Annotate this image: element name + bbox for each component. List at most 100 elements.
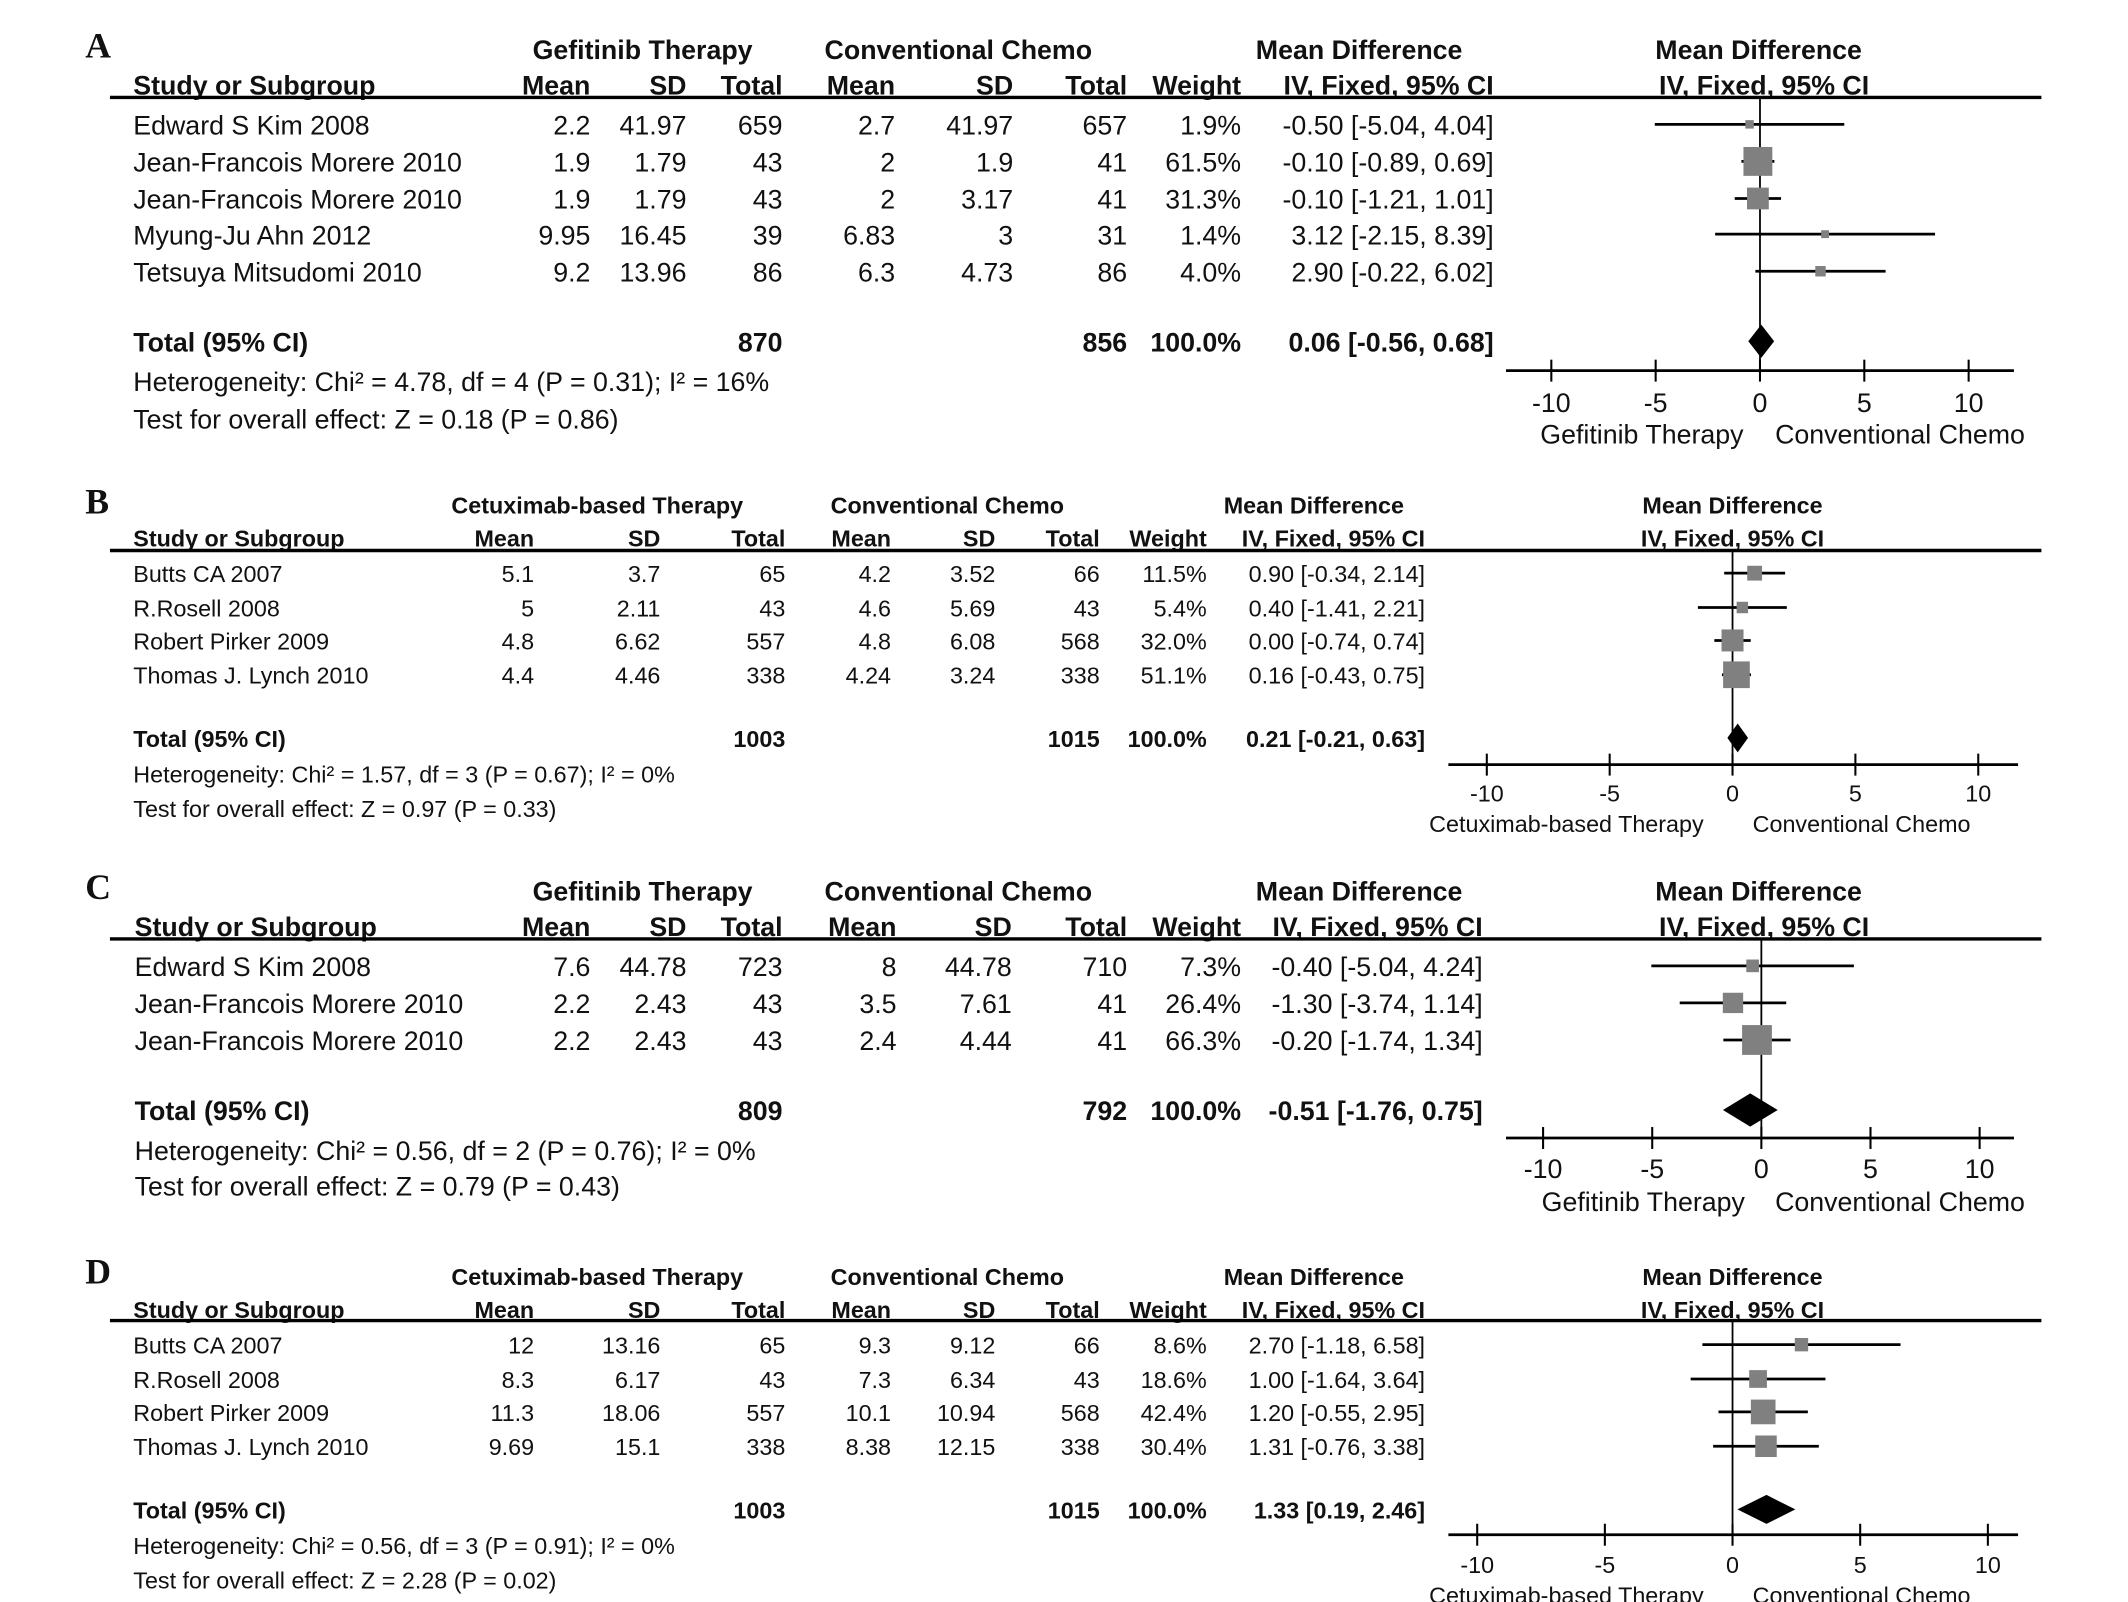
cell-weight: 26.4%: [1165, 989, 1241, 1019]
column-header: IV, Fixed, 95% CI: [1641, 1297, 1824, 1323]
column-header: Weight: [1152, 912, 1241, 942]
total-weight: 100.0%: [1128, 1497, 1207, 1523]
plot-mean-difference-header: Mean Difference: [1642, 492, 1822, 518]
cell-sd2: 3.24: [950, 663, 995, 689]
cell-n2: 657: [1083, 111, 1128, 141]
x-tick-label: -10: [1470, 781, 1504, 807]
total-n2: 1015: [1048, 726, 1100, 752]
x-tick-label: -5: [1594, 1552, 1615, 1578]
study-marker: [1794, 1337, 1809, 1352]
study-marker: [1747, 565, 1763, 581]
study-name: Tetsuya Mitsudomi 2010: [133, 257, 421, 287]
cell-m2: 4.24: [846, 663, 891, 689]
group2-header: Conventional Chemo: [825, 877, 1093, 907]
column-header: Weight: [1152, 71, 1241, 101]
column-header: IV, Fixed, 95% CI: [1659, 912, 1869, 942]
cell-n2: 41: [1097, 148, 1127, 178]
cell-m1: 2.2: [553, 1026, 590, 1056]
cell-n2: 41: [1097, 1026, 1127, 1056]
study-name: Jean-Francois Morere 2010: [133, 185, 462, 215]
cell-n2: 43: [1074, 1367, 1100, 1393]
x-tick-label: 0: [1726, 781, 1739, 807]
study-name: Edward S Kim 2008: [135, 952, 371, 982]
column-header: IV, Fixed, 95% CI: [1659, 71, 1869, 101]
column-header: Study or Subgroup: [133, 525, 344, 551]
cell-sd2: 44.78: [945, 952, 1012, 982]
total-ci: 0.21 [-0.21, 0.63]: [1246, 726, 1425, 752]
total-label: Total (95% CI): [135, 1096, 310, 1126]
group1-header: Gefitinib Therapy: [533, 877, 753, 907]
cell-n2: 43: [1074, 595, 1100, 621]
cell-ci: -0.10 [-0.89, 0.69]: [1282, 148, 1493, 178]
study-marker: [1750, 1399, 1776, 1425]
overall-effect-text: Test for overall effect: Z = 0.97 (P = 0…: [133, 796, 556, 822]
cell-n1: 43: [753, 185, 783, 215]
favours-right-label: Conventional Chemo: [1753, 811, 1971, 837]
study-marker: [1747, 187, 1769, 210]
cell-sd2: 10.94: [937, 1400, 995, 1426]
cell-sd2: 1.9: [976, 148, 1013, 178]
cell-sd2: 3: [998, 220, 1013, 250]
study-name: Robert Pirker 2009: [133, 1400, 329, 1426]
column-header: SD: [975, 912, 1012, 942]
cell-weight: 42.4%: [1141, 1400, 1207, 1426]
x-tick-label: 0: [1726, 1552, 1739, 1578]
cell-weight: 61.5%: [1165, 148, 1241, 178]
cell-sd2: 9.12: [950, 1333, 995, 1359]
cell-ci: 0.90 [-0.34, 2.14]: [1249, 561, 1425, 587]
total-ci: -0.51 [-1.76, 0.75]: [1269, 1096, 1483, 1126]
x-tick-label: -10: [1524, 1154, 1563, 1184]
column-header: Mean: [828, 912, 896, 942]
overall-effect-text: Test for overall effect: Z = 2.28 (P = 0…: [133, 1567, 556, 1593]
study-marker: [1743, 146, 1773, 176]
study-name: Thomas J. Lynch 2010: [133, 663, 368, 689]
cell-weight: 1.9%: [1180, 111, 1241, 141]
column-header: Mean: [831, 1297, 891, 1323]
cell-n1: 65: [759, 1333, 785, 1359]
x-tick-label: 10: [1965, 1154, 1995, 1184]
column-header: IV, Fixed, 95% CI: [1273, 912, 1483, 942]
column-header: SD: [976, 71, 1013, 101]
overall-effect-text: Test for overall effect: Z = 0.79 (P = 0…: [135, 1172, 620, 1202]
column-header: SD: [628, 1297, 660, 1323]
mean-difference-header: Mean Difference: [1256, 877, 1463, 907]
favours-left-label: Cetuximab-based Therapy: [1429, 811, 1704, 837]
cell-m2: 2.4: [859, 1026, 896, 1056]
cell-m1: 7.6: [553, 952, 590, 982]
study-name: Jean-Francois Morere 2010: [135, 989, 464, 1019]
cell-m2: 8: [882, 952, 897, 982]
heterogeneity-text: Heterogeneity: Chi² = 0.56, df = 3 (P = …: [133, 1533, 675, 1559]
cell-m1: 4.4: [502, 663, 534, 689]
cell-n2: 710: [1083, 952, 1128, 982]
column-header: Study or Subgroup: [135, 912, 377, 942]
cell-m1: 8.3: [502, 1367, 534, 1393]
cell-weight: 18.6%: [1141, 1367, 1207, 1393]
cell-n1: 43: [753, 1026, 783, 1056]
study-name: Thomas J. Lynch 2010: [133, 1434, 368, 1460]
study-marker: [1745, 120, 1754, 129]
column-header: IV, Fixed, 95% CI: [1641, 525, 1824, 551]
cell-weight: 66.3%: [1165, 1026, 1241, 1056]
total-n1: 1003: [733, 726, 785, 752]
cell-n2: 66: [1074, 561, 1100, 587]
cell-n1: 39: [753, 220, 783, 250]
cell-sd2: 7.61: [960, 989, 1012, 1019]
cell-sd1: 2.43: [634, 1026, 686, 1056]
cell-m2: 8.38: [846, 1434, 891, 1460]
study-name: R.Rosell 2008: [133, 595, 280, 621]
column-header: Weight: [1129, 1297, 1207, 1323]
cell-sd1: 1.79: [634, 185, 686, 215]
cell-sd1: 18.06: [602, 1400, 660, 1426]
x-tick-label: 10: [1965, 781, 1991, 807]
study-name: Myung-Ju Ahn 2012: [133, 220, 371, 250]
cell-ci: 0.00 [-0.74, 0.74]: [1249, 628, 1425, 654]
cell-sd2: 12.15: [937, 1434, 995, 1460]
column-header: SD: [649, 912, 686, 942]
column-header: Weight: [1129, 525, 1207, 551]
cell-weight: 31.3%: [1165, 185, 1241, 215]
cell-m1: 4.8: [502, 628, 534, 654]
cell-sd2: 6.08: [950, 628, 995, 654]
favours-left-label: Cetuximab-based Therapy: [1429, 1582, 1704, 1602]
column-header: Mean: [474, 1297, 534, 1323]
panel-letter: B: [85, 481, 109, 521]
